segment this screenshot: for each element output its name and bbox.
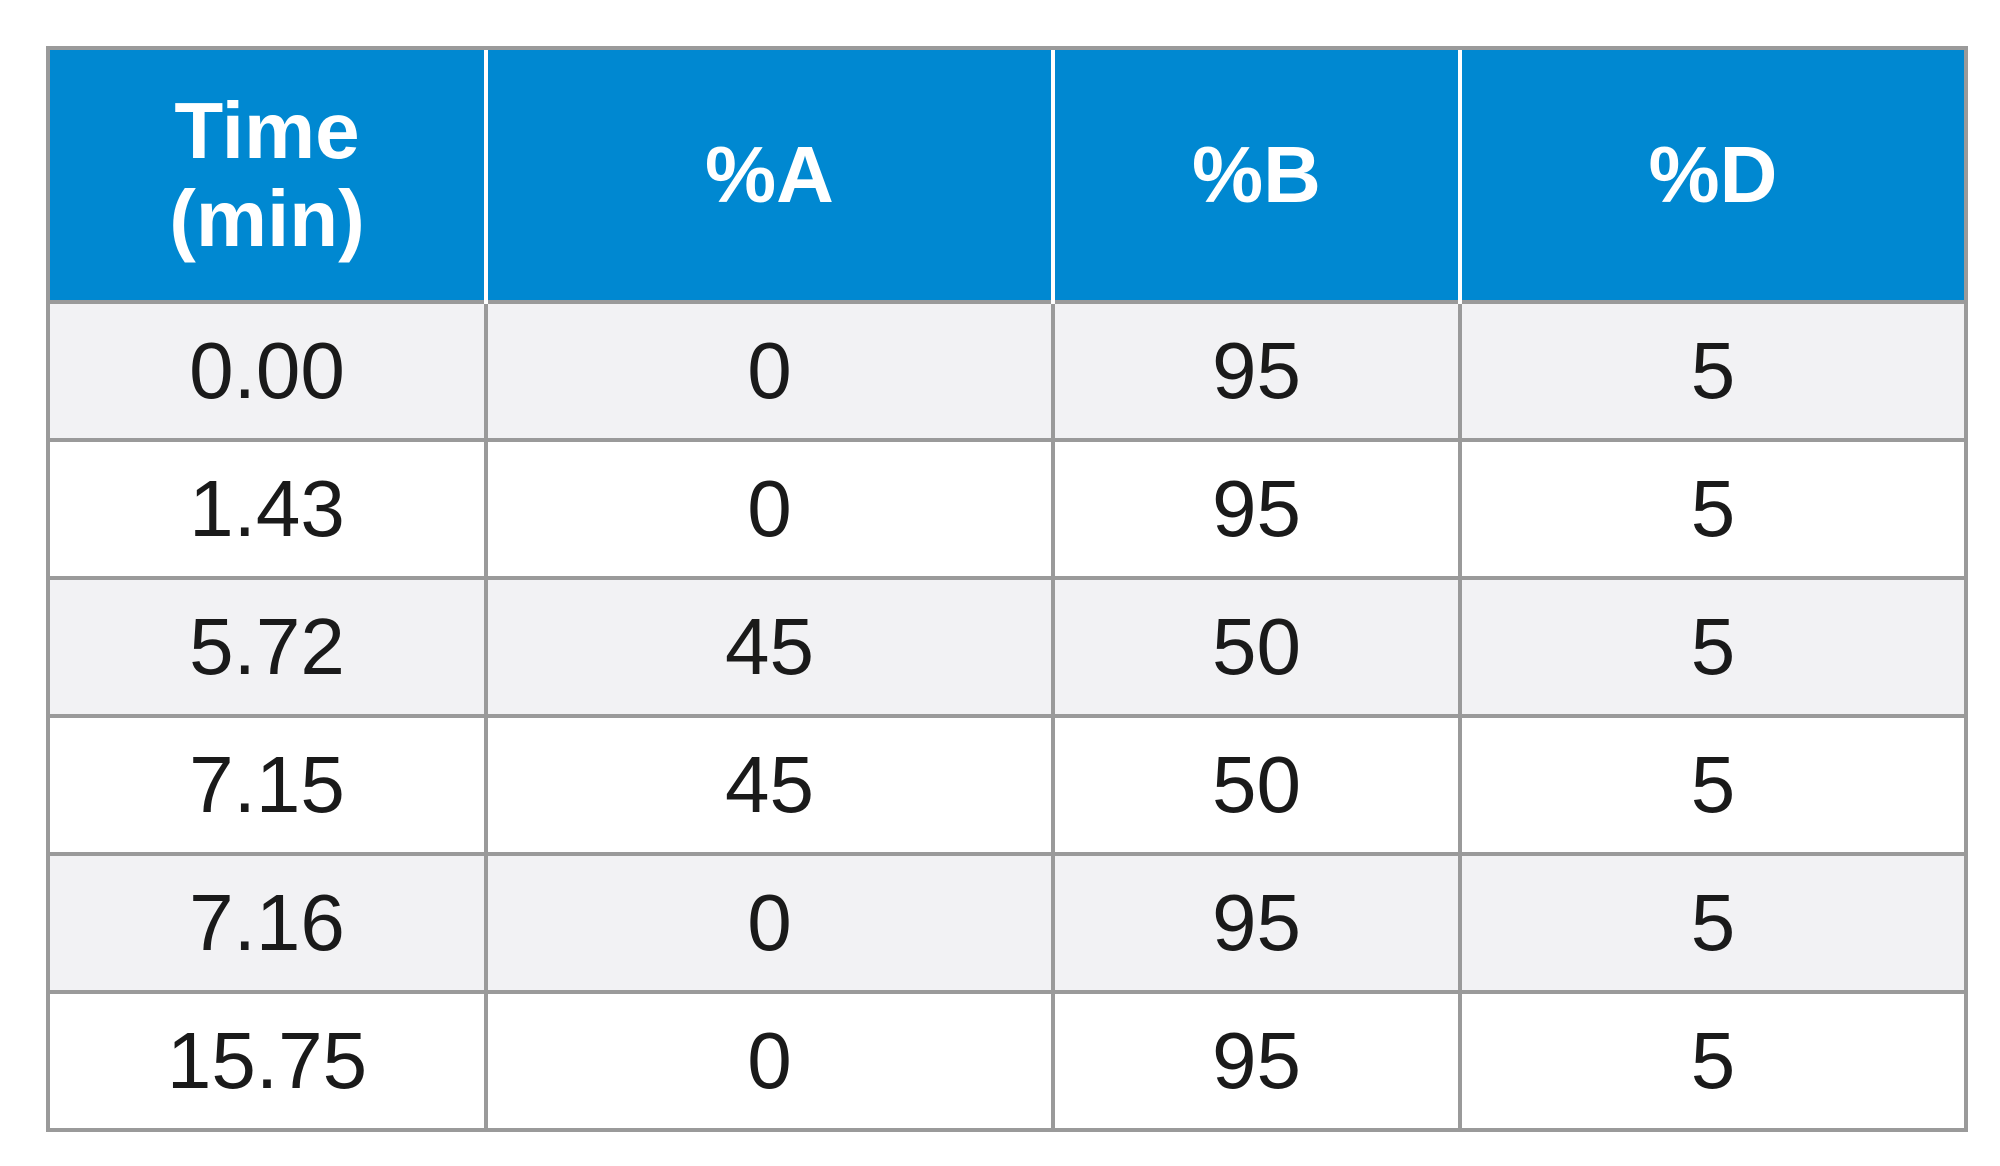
cell-percent-d: 5 — [1458, 990, 1968, 1132]
header-percent-d: %D — [1458, 46, 1968, 302]
header-row: Time (min) %A %B %D — [46, 46, 1968, 302]
table-row: 1.43 0 95 5 — [46, 438, 1968, 580]
table-row: 7.15 45 50 5 — [46, 714, 1968, 856]
table-row: 7.16 0 95 5 — [46, 852, 1968, 994]
header-percent-b: %B — [1051, 46, 1460, 302]
table-row: 0.00 0 95 5 — [46, 300, 1968, 442]
cell-percent-d: 5 — [1458, 438, 1968, 580]
cell-percent-b: 95 — [1051, 438, 1462, 580]
cell-percent-a: 45 — [484, 714, 1055, 856]
cell-percent-d: 5 — [1458, 714, 1968, 856]
table-row: 15.75 0 95 5 — [46, 990, 1968, 1132]
header-time: Time (min) — [46, 46, 486, 302]
table-body: 0.00 0 95 5 1.43 0 95 5 5.72 45 50 5 7.1… — [46, 300, 1968, 1132]
cell-percent-b: 50 — [1051, 714, 1462, 856]
header-time-line1: Time — [174, 86, 360, 175]
cell-time: 1.43 — [46, 438, 488, 580]
cell-percent-d: 5 — [1458, 576, 1968, 718]
cell-percent-a: 0 — [484, 852, 1055, 994]
cell-percent-a: 0 — [484, 990, 1055, 1132]
header-time-line2: (min) — [169, 174, 365, 263]
cell-time: 7.15 — [46, 714, 488, 856]
cell-percent-d: 5 — [1458, 300, 1968, 442]
cell-percent-b: 95 — [1051, 300, 1462, 442]
cell-percent-a: 0 — [484, 300, 1055, 442]
cell-percent-d: 5 — [1458, 852, 1968, 994]
table-row: 5.72 45 50 5 — [46, 576, 1968, 718]
cell-time: 0.00 — [46, 300, 488, 442]
table-header: Time (min) %A %B %D — [46, 46, 1968, 302]
gradient-table: Time (min) %A %B %D 0.00 0 95 5 1.43 0 9… — [46, 46, 1968, 1132]
cell-time: 7.16 — [46, 852, 488, 994]
header-percent-a: %A — [484, 46, 1053, 302]
cell-percent-b: 95 — [1051, 990, 1462, 1132]
cell-percent-a: 0 — [484, 438, 1055, 580]
cell-percent-a: 45 — [484, 576, 1055, 718]
cell-time: 15.75 — [46, 990, 488, 1132]
cell-percent-b: 95 — [1051, 852, 1462, 994]
gradient-table-container: Time (min) %A %B %D 0.00 0 95 5 1.43 0 9… — [46, 46, 1968, 1132]
cell-percent-b: 50 — [1051, 576, 1462, 718]
cell-time: 5.72 — [46, 576, 488, 718]
